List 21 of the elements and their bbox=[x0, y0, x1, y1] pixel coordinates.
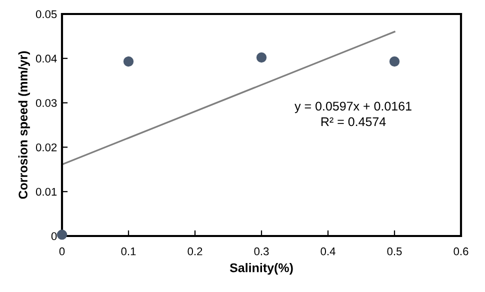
y-tick-label: 0 bbox=[51, 232, 57, 240]
point bbox=[123, 56, 134, 67]
x-tick-label: 0.5 bbox=[387, 247, 402, 256]
x-tick-label: 0.6 bbox=[454, 247, 468, 256]
point bbox=[389, 56, 400, 67]
y-axis-title: Corrosion speed (mm/yr) bbox=[18, 51, 30, 199]
y-tick-label: 0.02 bbox=[36, 143, 57, 152]
y-tick-label: 0.03 bbox=[36, 99, 57, 107]
x-axis-title: Salinity(%) bbox=[230, 263, 293, 275]
annotation: y = 0.0597x + 0.0161 bbox=[294, 102, 412, 114]
x-tick-label: 0.1 bbox=[121, 247, 136, 256]
point bbox=[56, 230, 68, 240]
x-tick-label: 0.2 bbox=[188, 247, 202, 256]
x-tick-label: 0.4 bbox=[320, 247, 336, 256]
y-tick-label: 0.05 bbox=[36, 10, 57, 18]
x-tick-label: 0.3 bbox=[254, 247, 269, 256]
y-tick-label: 0.01 bbox=[36, 188, 57, 196]
y-tick-label: 0.04 bbox=[36, 54, 57, 63]
annotation: R² = 0.4574 bbox=[321, 117, 386, 126]
x-tick-label: 0 bbox=[59, 247, 65, 256]
point bbox=[256, 52, 267, 63]
